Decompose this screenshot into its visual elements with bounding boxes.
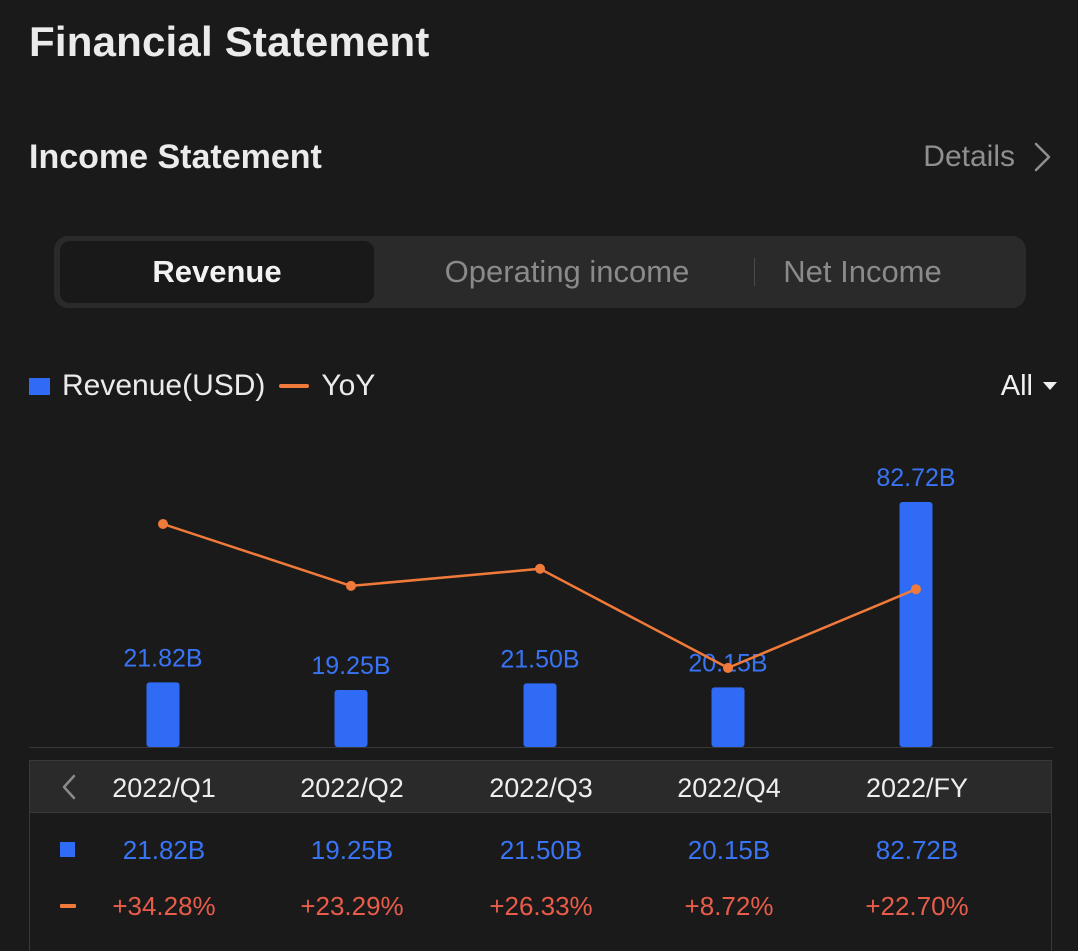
range-select-value: All [1000,369,1033,402]
yoy-point[interactable] [723,662,733,673]
revenue-bar[interactable] [899,502,933,747]
section-title: Income Statement [29,138,322,176]
revenue-value-cell: 82.72B [875,835,959,865]
revenue-value-cell: 21.50B [499,835,583,865]
legend-yoy-swatch [279,384,310,388]
bar-value-label: 21.50B [500,645,579,673]
legend-yoy-label: YoY [321,369,376,402]
bar-value-label: 82.72B [876,464,955,492]
range-select[interactable]: All [1001,366,1057,406]
bar-value-label: 19.25B [311,652,390,680]
bar-value-label: 21.82B [123,644,202,672]
yoy-value-cell: +23.29% [300,891,404,921]
tab-operating-income[interactable]: Operating income [444,254,690,289]
yoy-value-cell: +22.70% [865,891,969,921]
statement-tab-group: Revenue Operating income Net Income [54,236,1026,308]
row-yoy-swatch [60,904,76,908]
chevron-left-icon[interactable] [60,773,78,801]
revenue-value-cell: 19.25B [310,835,394,865]
chevron-right-icon [1034,142,1051,172]
chart-baseline [29,747,1053,748]
yoy-value-cell: +26.33% [489,891,593,921]
revenue-bar[interactable] [334,689,368,747]
period-cell[interactable]: 2022/FY [865,773,969,803]
revenue-bar[interactable] [523,683,557,747]
tab-revenue[interactable]: Revenue [60,241,374,303]
row-revenue-swatch [60,842,75,857]
chart-legend: Revenue(USD) YoY [29,366,375,406]
yoy-value-cell: +8.72% [684,891,774,921]
revenue-bar[interactable] [711,687,745,747]
yoy-point[interactable] [346,580,356,591]
page-title: Financial Statement [29,18,430,65]
period-cell[interactable]: 2022/Q1 [112,773,216,803]
income-statement-header: Income Statement Details [29,138,1053,182]
revenue-value-cell: 21.82B [122,835,206,865]
details-link[interactable]: Details [923,140,1053,174]
caret-down-icon [1043,382,1057,390]
yoy-point[interactable] [911,584,921,595]
legend-revenue-label: Revenue(USD) [62,369,266,402]
tab-divider [754,258,755,286]
details-label: Details [923,140,1015,173]
period-cell[interactable]: 2022/Q4 [677,773,781,803]
yoy-value-cell: +34.28% [112,891,216,921]
period-header-row: 2022/Q1 2022/Q2 2022/Q3 2022/Q4 2022/FY [29,760,1052,813]
period-cell[interactable]: 2022/Q2 [300,773,404,803]
period-cell[interactable]: 2022/Q3 [489,773,593,803]
revenue-bar[interactable] [146,682,180,747]
yoy-point[interactable] [535,563,545,574]
revenue-value-cell: 20.15B [687,835,771,865]
yoy-point[interactable] [158,519,168,530]
tab-net-income[interactable]: Net Income [783,254,942,289]
legend-revenue-swatch [29,377,50,395]
data-table: 21.82B 19.25B 21.50B 20.15B 82.72B +34.28% +23… [29,813,1052,951]
